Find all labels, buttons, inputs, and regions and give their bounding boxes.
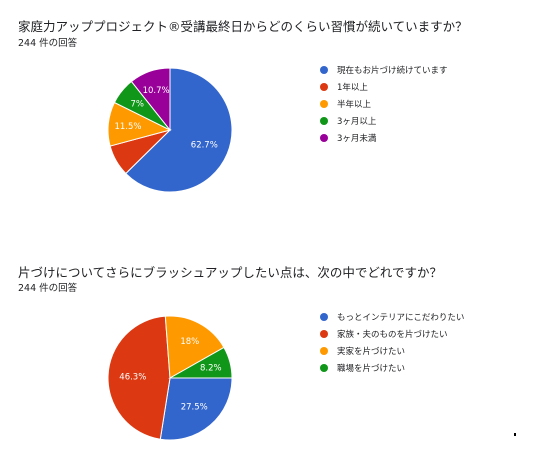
q1-legend-swatch-3 <box>320 116 328 125</box>
q2-legend-label-0: もっとインテリアにこだわりたい <box>337 312 465 323</box>
q2-pie-label-3: 8.2% <box>200 363 222 373</box>
q2-pie-slice-0[interactable] <box>159 377 233 441</box>
q2-pie-label-1: 46.3% <box>119 373 146 383</box>
q2-legend-item-3[interactable]: 職場を片づけたい <box>320 359 464 376</box>
corner-mark <box>514 433 516 436</box>
q1-legend-item-3[interactable]: 3ヶ月以上 <box>320 112 448 129</box>
question-1-pie-chart: 62.7% 11.5% 7% 10.7% <box>107 67 233 193</box>
q2-pie-label-0: 27.5% <box>181 402 208 412</box>
q2-legend-item-2[interactable]: 実家を片づけたい <box>320 342 464 359</box>
q2-legend-label-1: 家族・夫のものを片づけたい <box>337 329 448 340</box>
question-2-title: 片づけについてさらにブラッシュアップしたい点は、次の中でどれですか？ <box>18 265 443 280</box>
q2-legend-swatch-2 <box>320 346 328 355</box>
q1-pie-slice-4[interactable] <box>130 67 171 132</box>
question-2-pie-chart: 27.5% 46.3% 18% 8.2% <box>107 315 233 441</box>
q2-legend-swatch-3 <box>320 363 328 372</box>
question-2-section: 片づけについてさらにブラッシュアップしたい点は、次の中でどれですか？ 244 件… <box>0 226 536 452</box>
q2-legend-label-2: 実家を片づけたい <box>337 346 406 357</box>
q1-legend-swatch-2 <box>320 99 328 108</box>
q1-legend-item-1[interactable]: 1年以上 <box>320 78 448 95</box>
q2-legend-swatch-0 <box>320 312 328 321</box>
q1-legend-label-2: 半年以上 <box>337 99 372 110</box>
q2-pie-slice-2[interactable] <box>164 315 225 379</box>
q1-legend-label-4: 3ヶ月未満 <box>337 133 377 144</box>
q1-legend-item-0[interactable]: 現在もお片づけ続けています <box>320 61 448 78</box>
q2-pie-slice-1[interactable] <box>107 315 171 440</box>
q2-legend-swatch-1 <box>320 329 328 338</box>
q1-pie-slice-0[interactable] <box>125 67 233 193</box>
q1-legend-label-1: 1年以上 <box>337 82 368 93</box>
q2-legend-item-0[interactable]: もっとインテリアにこだわりたい <box>320 308 464 325</box>
q1-legend-item-4[interactable]: 3ヶ月未満 <box>320 129 448 146</box>
q1-legend-swatch-1 <box>320 82 328 91</box>
question-2-legend: もっとインテリアにこだわりたい 家族・夫のものを片づけたい 実家を片づけたい 職場を片… <box>320 308 464 376</box>
q2-legend-label-3: 職場を片づけたい <box>337 363 406 374</box>
q1-pie-label-3: 7% <box>130 100 144 110</box>
question-1-response-count: 244 件の回答 <box>18 38 78 49</box>
q1-legend-swatch-0 <box>320 65 328 74</box>
question-1-title: 家庭力アッププロジェクト®受講最終日からどのくらい習慣が続いていますか？ <box>18 19 468 34</box>
q1-legend-label-3: 3ヶ月以上 <box>337 116 377 127</box>
question-1-legend: 現在もお片づけ続けています 1年以上半年以上 3ヶ月以上 3ヶ月未満 <box>320 61 448 146</box>
question-1-section: 家庭力アッププロジェクト®受講最終日からどのくらい習慣が続いていますか？ 244… <box>18 19 468 193</box>
q1-pie-label-4: 10.7% <box>143 86 170 96</box>
q1-legend-swatch-4 <box>320 133 328 142</box>
question-2-response-count: 244 件の回答 <box>18 283 78 294</box>
q1-pie-label-0: 62.7% <box>191 140 218 150</box>
q1-pie-label-2: 11.5% <box>114 122 141 132</box>
q1-legend-item-2[interactable]: 半年以上 <box>320 95 448 112</box>
q1-legend-label-0: 現在もお片づけ続けています <box>337 65 448 76</box>
q2-pie-slice-3[interactable] <box>168 346 233 379</box>
q2-pie-label-2: 18% <box>180 337 199 347</box>
q2-legend-item-1[interactable]: 家族・夫のものを片づけたい <box>320 325 464 342</box>
